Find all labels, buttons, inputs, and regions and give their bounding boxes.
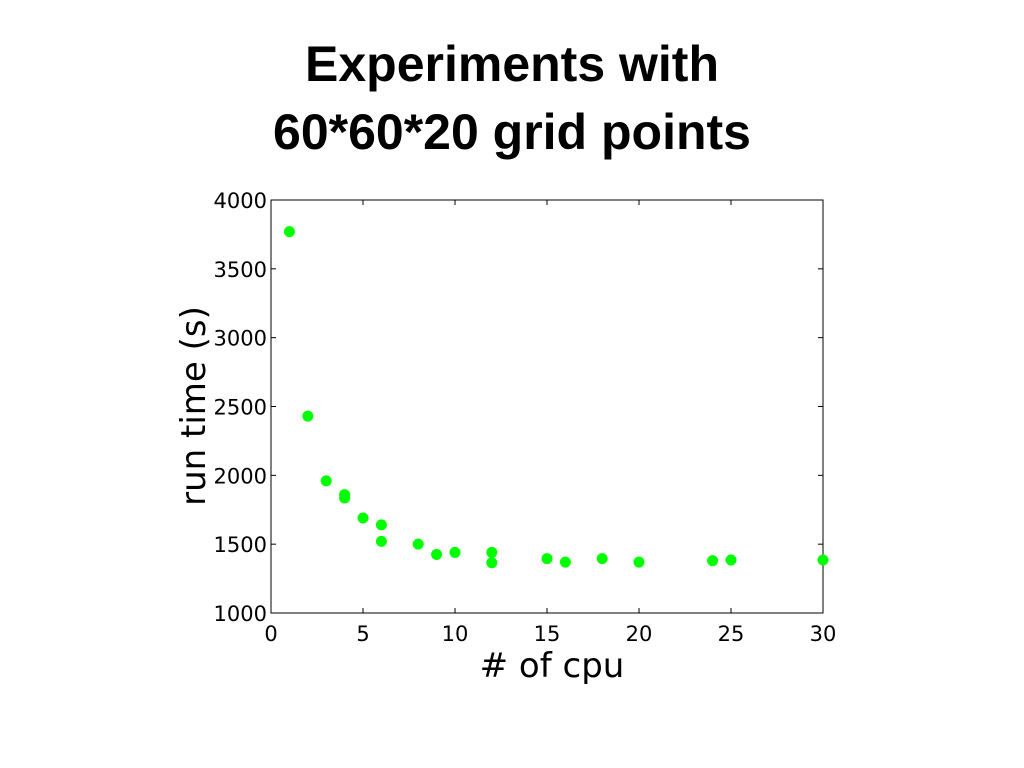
x-tick-label: 25 bbox=[718, 622, 745, 646]
y-tick-label: 3000 bbox=[214, 327, 267, 351]
x-axis-tick-labels: 0 5 10 15 20 25 30 bbox=[264, 622, 836, 646]
x-tick-label: 20 bbox=[626, 622, 653, 646]
data-point bbox=[486, 546, 498, 558]
data-point bbox=[559, 556, 571, 568]
slide-title-line-2: 60*60*20 grid points bbox=[273, 104, 751, 160]
y-tick-label: 4000 bbox=[214, 189, 267, 213]
y-tick-label: 1500 bbox=[214, 533, 267, 557]
x-tick-label: 5 bbox=[356, 622, 369, 646]
data-points bbox=[283, 226, 829, 569]
data-point bbox=[302, 410, 314, 422]
data-point bbox=[412, 538, 424, 550]
slide-title-line-1: Experiments with bbox=[305, 36, 719, 92]
data-point bbox=[320, 475, 332, 487]
axis-ticks bbox=[270, 199, 824, 614]
data-point bbox=[817, 554, 829, 566]
data-point bbox=[339, 492, 351, 504]
data-point bbox=[596, 553, 608, 565]
data-point bbox=[357, 512, 369, 524]
y-tick-label: 2000 bbox=[214, 464, 267, 488]
data-point bbox=[449, 546, 461, 558]
data-point bbox=[486, 557, 498, 569]
x-tick-label: 0 bbox=[264, 622, 277, 646]
data-point bbox=[725, 554, 737, 566]
y-axis-label: run time (s) bbox=[174, 306, 214, 506]
y-tick-label: 3500 bbox=[214, 258, 267, 282]
data-point bbox=[375, 535, 387, 547]
x-axis-label: # of cpu bbox=[480, 646, 625, 686]
y-tick-label: 2500 bbox=[214, 396, 267, 420]
data-point bbox=[375, 519, 387, 531]
x-tick-label: 10 bbox=[442, 622, 469, 646]
data-point bbox=[541, 553, 553, 565]
data-point bbox=[283, 226, 295, 238]
data-point bbox=[431, 548, 443, 560]
data-point bbox=[707, 555, 719, 567]
data-point bbox=[633, 556, 645, 568]
y-tick-label: 1000 bbox=[214, 602, 267, 626]
plot-area-frame bbox=[270, 199, 824, 614]
x-tick-label: 15 bbox=[534, 622, 561, 646]
y-axis-tick-labels: 1000 1500 2000 2500 3000 3500 4000 bbox=[214, 189, 267, 626]
x-tick-label: 30 bbox=[810, 622, 837, 646]
